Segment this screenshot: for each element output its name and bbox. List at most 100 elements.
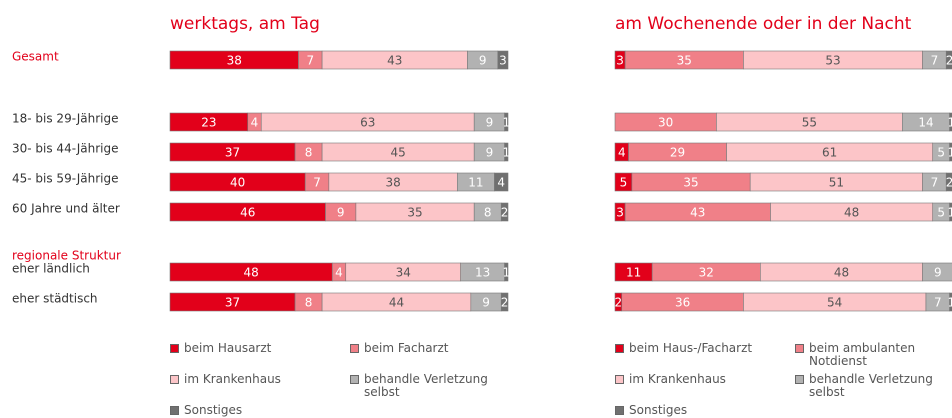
value-label: 63: [360, 116, 375, 130]
legend-item: beim Hausarzt: [170, 342, 334, 355]
value-label: 8: [305, 146, 313, 160]
legend-item: Sonstiges: [170, 404, 334, 417]
value-label: 34: [396, 266, 411, 280]
legend-swatch: [795, 375, 804, 384]
legend-label: im Krankenhaus: [184, 372, 281, 386]
row-label: eher ländlich: [12, 262, 90, 276]
value-label: 5: [937, 146, 945, 160]
legend-swatch: [170, 344, 179, 353]
value-label: 35: [407, 206, 422, 220]
legend-item: beim ambulanten Notdienst: [795, 342, 952, 368]
legend-item: behandle Verletzung selbst: [350, 373, 514, 399]
bar-segment: [949, 112, 952, 132]
value-label: 11: [626, 266, 641, 280]
value-label: 1: [947, 296, 952, 310]
value-label: 48: [243, 266, 258, 280]
value-label: 48: [844, 206, 859, 220]
bar-segment: [500, 292, 509, 312]
value-label: 53: [825, 54, 840, 68]
legend-swatch: [795, 344, 804, 353]
value-label: 23: [201, 116, 216, 130]
value-label: 32: [699, 266, 714, 280]
bar-segment: [945, 50, 952, 70]
value-label: 44: [389, 296, 404, 310]
value-label: 37: [225, 296, 240, 310]
value-label: 3: [616, 206, 624, 220]
value-label: 4: [618, 146, 626, 160]
legend-item: im Krankenhaus: [615, 373, 779, 386]
value-label: 4: [497, 176, 505, 190]
row-label: 18- bis 29-Jährige: [12, 112, 118, 126]
value-label: 61: [822, 146, 837, 160]
legend-label: Sonstiges: [629, 403, 688, 417]
value-label: 1: [502, 146, 510, 160]
value-label: 1: [947, 206, 952, 220]
value-label: 2: [615, 296, 623, 310]
legend-swatch: [170, 406, 179, 415]
value-label: 30: [658, 116, 673, 130]
bar-segment: [504, 112, 509, 132]
value-label: 7: [934, 296, 942, 310]
value-label: 11: [468, 176, 483, 190]
legend-label: beim ambulanten Notdienst: [809, 341, 916, 368]
row-label: eher städtisch: [12, 292, 98, 306]
value-label: 2: [946, 54, 952, 68]
legend-swatch: [350, 375, 359, 384]
legend-label: beim Haus-/Facharzt: [629, 341, 753, 355]
value-label: 1: [947, 146, 952, 160]
value-label: 8: [484, 206, 492, 220]
value-label: 9: [337, 206, 345, 220]
value-label: 2: [946, 176, 952, 190]
value-label: 9: [479, 54, 487, 68]
value-label: 7: [931, 176, 939, 190]
value-label: 40: [230, 176, 245, 190]
value-label: 5: [620, 176, 628, 190]
value-label: 35: [683, 176, 698, 190]
bar-segment: [494, 172, 509, 192]
value-label: 37: [225, 146, 240, 160]
legend-item: beim Facharzt: [350, 342, 514, 355]
row-label: Gesamt: [12, 50, 59, 64]
legend-swatch: [615, 344, 624, 353]
legend-label: im Krankenhaus: [629, 372, 726, 386]
legend-item: im Krankenhaus: [170, 373, 334, 386]
value-label: 1: [502, 266, 510, 280]
bar-segment: [949, 202, 952, 222]
value-label: 1: [947, 116, 952, 130]
legend-swatch: [350, 344, 359, 353]
value-label: 4: [251, 116, 259, 130]
value-label: 48: [834, 266, 849, 280]
value-label: 46: [240, 206, 255, 220]
value-label: 43: [387, 54, 402, 68]
value-label: 2: [501, 206, 509, 220]
row-label: 30- bis 44-Jährige: [12, 142, 118, 156]
bar-segment: [500, 202, 509, 222]
legend-item: beim Haus-/Facharzt: [615, 342, 779, 355]
value-label: 43: [690, 206, 705, 220]
legend-label: Sonstiges: [184, 403, 243, 417]
bar-segment: [949, 292, 952, 312]
value-label: 8: [305, 296, 313, 310]
value-label: 55: [802, 116, 817, 130]
value-label: 51: [829, 176, 844, 190]
legend-item: Sonstiges: [615, 404, 779, 417]
bar-segment: [504, 262, 509, 282]
bar-segment: [945, 172, 952, 192]
bar-segment: [922, 262, 952, 282]
legend-label: beim Facharzt: [364, 341, 449, 355]
row-label: 60 Jahre und älter: [12, 202, 120, 216]
legend-swatch: [615, 406, 624, 415]
bar-segment: [504, 142, 509, 162]
value-label: 9: [486, 116, 494, 130]
value-label: 29: [670, 146, 685, 160]
value-label: 3: [616, 54, 624, 68]
value-label: 35: [677, 54, 692, 68]
value-label: 7: [306, 54, 314, 68]
legend-label: behandle Verletzung selbst: [809, 372, 933, 399]
value-label: 3: [499, 54, 507, 68]
row-label: 45- bis 59-Jährige: [12, 172, 118, 186]
bar-segment: [497, 50, 509, 70]
value-label: 38: [385, 176, 400, 190]
